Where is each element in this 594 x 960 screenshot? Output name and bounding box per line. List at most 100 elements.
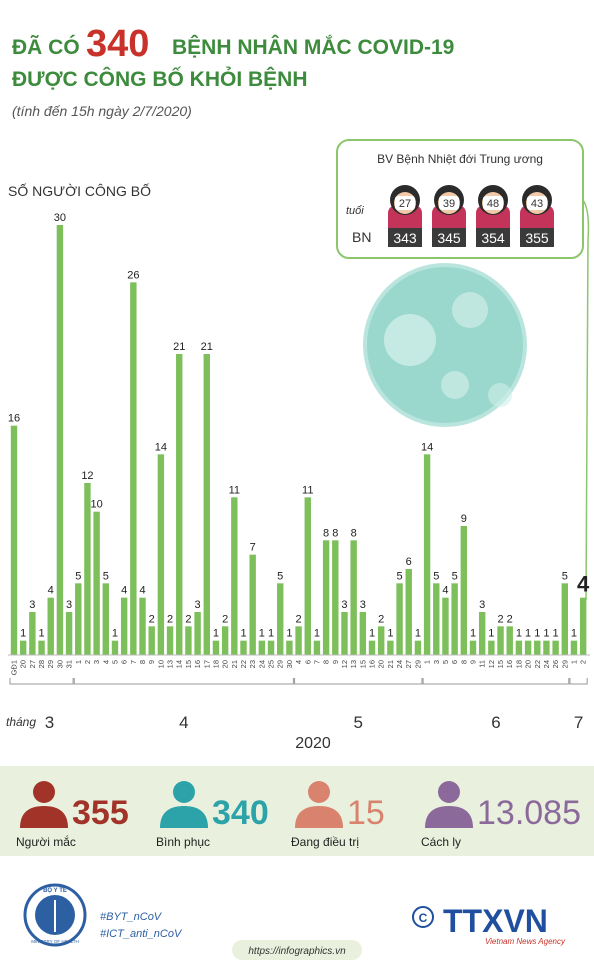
bar — [359, 612, 367, 655]
value-label: 11 — [302, 484, 313, 496]
x-tick-label: 5 — [110, 660, 119, 664]
bar — [258, 640, 266, 655]
hashtag: #BYT_nCoV — [100, 911, 163, 923]
value-label: 1 — [534, 628, 540, 640]
value-label: 1 — [571, 628, 577, 640]
bar — [341, 612, 348, 655]
value-label: 26 — [127, 269, 139, 281]
patient-id: 354 — [481, 230, 505, 246]
bar — [93, 511, 100, 655]
bar — [332, 540, 339, 655]
x-tick-label: 7 — [129, 660, 138, 664]
x-tick-label: 3 — [92, 660, 101, 664]
value-label: 5 — [396, 570, 402, 582]
value-label: 2 — [497, 613, 503, 625]
bar — [176, 354, 183, 655]
bar — [322, 540, 330, 655]
value-label: 1 — [516, 628, 522, 640]
x-tick-label: 2 — [83, 660, 92, 664]
value-label: 9 — [461, 513, 467, 525]
value-label: 1 — [20, 628, 26, 640]
title-line2: ĐƯỢC CÔNG BỐ KHỎI BỆNH — [12, 67, 308, 91]
x-tick-label: 6 — [450, 660, 459, 664]
bar — [313, 640, 321, 655]
x-tick-label: 1 — [423, 660, 432, 664]
patient-mask — [439, 196, 459, 210]
stat-number: 340 — [212, 794, 269, 832]
x-tick-label: 12 — [487, 660, 496, 668]
x-tick-label: 29 — [276, 660, 285, 668]
patient-id-bg — [520, 228, 554, 247]
value-label: 1 — [470, 628, 476, 640]
value-label: 6 — [406, 556, 412, 568]
bar — [368, 640, 376, 655]
x-tick-label: 20 — [377, 660, 386, 668]
year-label: 2020 — [295, 735, 331, 752]
value-label: 3 — [29, 599, 35, 611]
stat-number: 15 — [347, 794, 385, 832]
x-tick-label: GĐ1 — [10, 660, 19, 675]
value-label: 1 — [268, 628, 274, 640]
value-label: 2 — [185, 613, 191, 625]
bar — [139, 597, 146, 655]
x-tick-label: 24 — [542, 660, 551, 668]
x-tick-label: 22 — [533, 660, 542, 668]
x-tick-label: 22 — [239, 660, 248, 668]
bar — [102, 583, 109, 655]
stat-icon-body — [425, 806, 473, 828]
x-tick-label: 4 — [101, 660, 110, 664]
x-tick-label: 10 — [156, 660, 165, 668]
url: https://infographics.vn — [248, 946, 346, 957]
x-tick-label: 8 — [138, 660, 147, 664]
header: ĐÃ CÓ 340 BỆNH NHÂN MẮC COVID-19 ĐƯỢC CÔ… — [12, 23, 454, 119]
bar — [543, 640, 550, 655]
x-tick-label: 24 — [395, 660, 404, 668]
value-label: 3 — [360, 599, 366, 611]
value-label: 3 — [195, 599, 201, 611]
logo-bottom: MINISTRY OF HEALTH — [31, 939, 79, 944]
value-label: 1 — [240, 628, 246, 640]
bar — [451, 583, 458, 655]
patient-id: 343 — [393, 230, 417, 246]
bar — [75, 583, 82, 655]
title-prefix: ĐÃ CÓ — [12, 35, 80, 59]
bar — [267, 640, 275, 655]
bar — [515, 640, 523, 655]
x-tick-label: 13 — [349, 660, 358, 668]
month-bracket — [9, 678, 74, 685]
value-label: 5 — [562, 570, 568, 582]
value-label: 3 — [479, 599, 485, 611]
value-label: 5 — [452, 570, 458, 582]
x-tick-label: 11 — [478, 660, 487, 668]
bar — [423, 454, 431, 655]
bar — [212, 640, 220, 655]
bar — [414, 640, 422, 655]
x-tick-label: 21 — [230, 660, 239, 668]
x-tick-label: 14 — [175, 660, 184, 668]
x-tick-label: 26 — [551, 660, 560, 668]
value-label: 2 — [149, 613, 155, 625]
x-tick-label: 9 — [147, 660, 156, 664]
month-label: 3 — [45, 713, 54, 732]
bar — [203, 354, 210, 655]
patient-age: 48 — [487, 198, 499, 210]
value-label: 1 — [525, 628, 531, 640]
value-label: 4 — [48, 585, 54, 597]
x-tick-label: 30 — [285, 660, 294, 668]
value-label: 11 — [229, 484, 240, 496]
stat-icon-head — [33, 781, 55, 803]
x-tick-label: 9 — [469, 660, 478, 664]
value-label: 8 — [351, 527, 357, 539]
x-tick-label: 15 — [184, 660, 193, 668]
bar — [38, 640, 45, 655]
bar — [561, 583, 568, 655]
value-label: 8 — [332, 527, 338, 539]
patient-age: 27 — [399, 198, 411, 210]
bar — [286, 640, 293, 655]
bar — [10, 425, 18, 655]
stat-label: Bình phục — [156, 835, 210, 849]
x-tick-label: 6 — [120, 660, 129, 664]
x-tick-label: 12 — [340, 660, 349, 668]
value-label: 14 — [155, 441, 167, 453]
